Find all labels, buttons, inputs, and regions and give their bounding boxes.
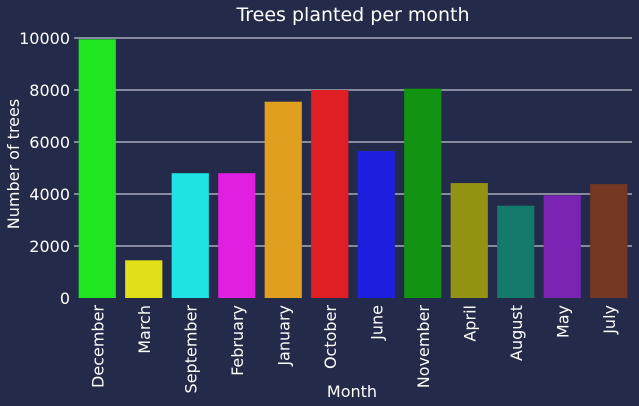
x-tick-label: February [228,305,247,376]
y-tick-label: 4000 [29,185,70,204]
bar-august [497,205,535,298]
x-tick-label: July [600,305,619,335]
y-tick-label: 2000 [29,237,70,256]
x-tick-label: December [88,305,107,388]
x-tick-label: November [414,305,433,389]
bar-june [357,151,395,298]
x-tick-label: March [135,305,154,354]
bar-september [171,173,209,298]
x-tick-labels: December March September February January Oct… [88,305,619,394]
bar-february [218,173,256,298]
bars [78,39,628,299]
y-tick-labels: 0 2000 4000 6000 8000 10000 [19,29,70,308]
x-tick-label: January [274,305,293,367]
gridlines [74,37,632,247]
x-tick-label: June [367,305,386,341]
bar-december [78,39,116,299]
bar-march [125,260,163,298]
chart-title: Trees planted per month [235,4,469,26]
y-tick-label: 8000 [29,81,70,100]
bar-november [404,88,442,298]
bar-may [543,195,581,298]
x-tick-label: August [507,305,526,361]
x-axis-label: Month [327,382,377,401]
x-tick-label: April [460,305,479,342]
y-tick-label: 6000 [29,133,70,152]
x-tick-label: May [553,305,572,338]
y-axis-label: Number of trees [4,99,23,229]
bar-april [450,183,488,298]
y-tick-label: 0 [60,289,70,308]
y-tick-label: 10000 [19,29,70,48]
bar-july [590,184,628,298]
bar-january [264,101,302,298]
bar-october [311,90,349,298]
x-tick-label: September [181,305,200,394]
x-tick-label: October [321,305,340,369]
